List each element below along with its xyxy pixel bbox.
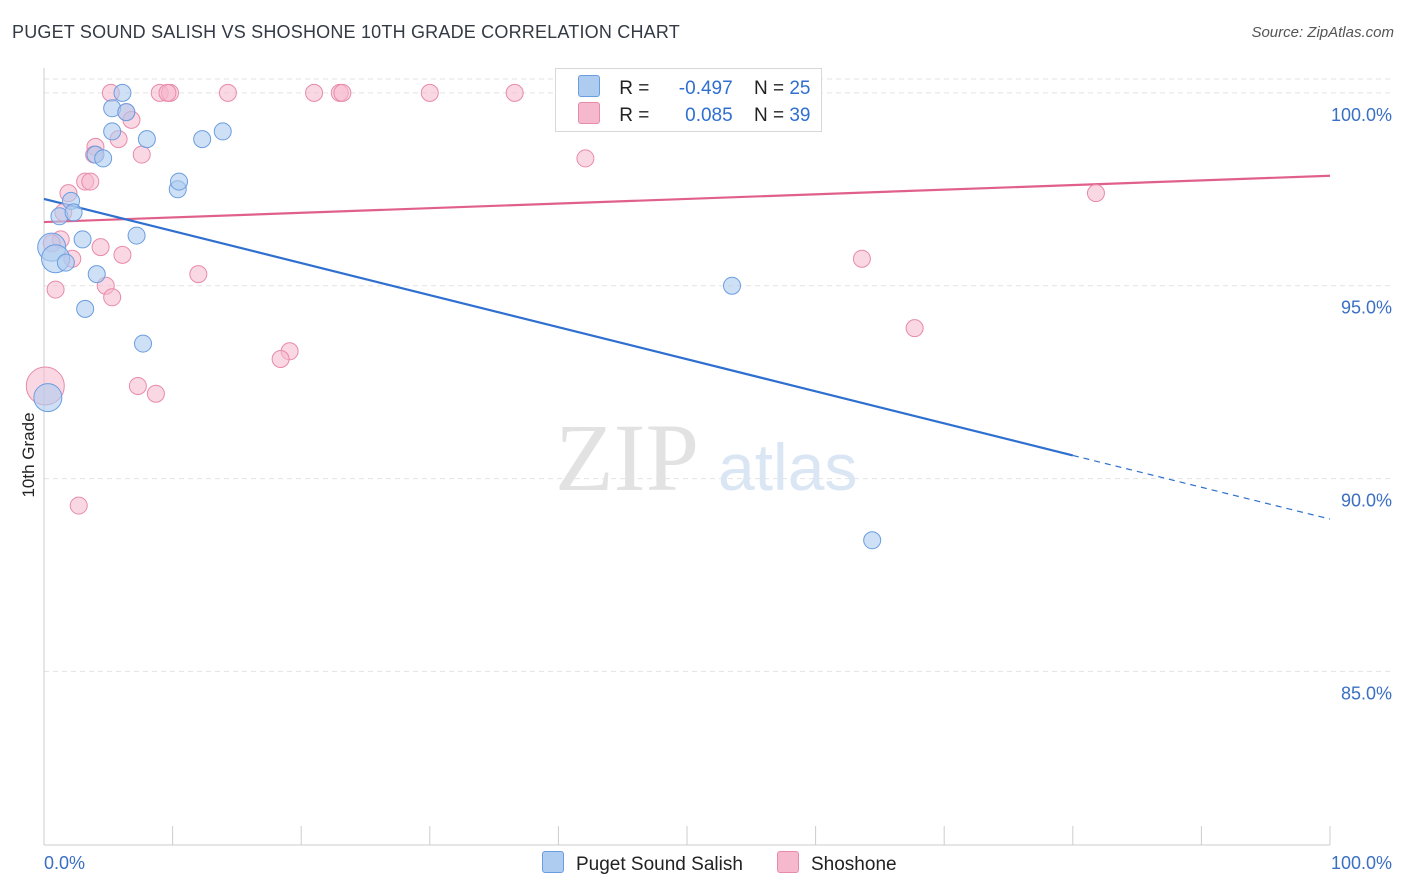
watermark: ZIP atlas bbox=[555, 404, 857, 511]
point-shoshone bbox=[158, 83, 177, 102]
trendline-puget-extension bbox=[1072, 454, 1331, 520]
point-puget bbox=[94, 149, 113, 168]
point-shoshone bbox=[132, 145, 151, 164]
point-shoshone bbox=[576, 149, 595, 168]
y-tick-label: 100.0% bbox=[1331, 105, 1392, 125]
point-shoshone bbox=[69, 496, 88, 515]
point-shoshone bbox=[189, 265, 208, 284]
y-axis-title: 10th Grade bbox=[19, 412, 38, 497]
legend-label-shoshone: Shoshone bbox=[811, 854, 897, 875]
point-puget bbox=[76, 299, 95, 318]
legend-row-puget: R = -0.497 N = 25 bbox=[578, 75, 810, 99]
point-puget bbox=[723, 276, 742, 295]
legend-swatch-blue bbox=[542, 851, 564, 873]
data-points bbox=[25, 83, 1105, 550]
legend-label-puget: Puget Sound Salish bbox=[576, 854, 743, 875]
axes bbox=[43, 68, 1331, 846]
legend-r-value: -0.497 bbox=[678, 78, 733, 99]
stats-legend: R = -0.497 N = 25 R = 0.085 N = 39 bbox=[555, 68, 822, 132]
legend-swatch-blue bbox=[578, 75, 600, 97]
point-shoshone bbox=[1086, 184, 1105, 203]
point-shoshone bbox=[113, 245, 132, 264]
gridlines bbox=[44, 78, 1392, 672]
trendlines bbox=[43, 174, 1331, 520]
axis-labels: 85.0% 90.0% 95.0% 100.0% 0.0% 100.0% 10th Grad… bbox=[19, 105, 1392, 873]
point-puget bbox=[863, 531, 882, 550]
point-puget bbox=[193, 130, 212, 149]
legend-item-shoshone: Shoshone bbox=[777, 851, 897, 876]
point-shoshone bbox=[420, 83, 439, 102]
point-puget bbox=[170, 172, 189, 191]
point-puget bbox=[64, 203, 83, 222]
point-shoshone bbox=[271, 350, 290, 368]
legend-r-label: R = bbox=[619, 78, 650, 99]
point-puget bbox=[87, 265, 106, 284]
watermark-zip: ZIP bbox=[555, 404, 699, 511]
point-shoshone bbox=[91, 238, 110, 257]
legend-n-label: N = bbox=[753, 105, 785, 126]
point-shoshone bbox=[505, 83, 524, 102]
point-shoshone bbox=[128, 377, 147, 395]
point-shoshone bbox=[852, 249, 871, 268]
point-shoshone bbox=[81, 172, 100, 191]
legend-n-value: 25 bbox=[789, 78, 811, 99]
legend-n-value: 39 bbox=[789, 105, 811, 126]
legend-swatch-pink bbox=[578, 102, 600, 124]
point-shoshone bbox=[333, 83, 352, 102]
legend-n-label: N = bbox=[753, 78, 785, 99]
point-shoshone bbox=[305, 83, 324, 102]
legend-r-label: R = bbox=[619, 105, 650, 126]
y-tick-label: 85.0% bbox=[1341, 683, 1392, 703]
x-tick-label: 0.0% bbox=[44, 853, 85, 873]
y-tick-label: 95.0% bbox=[1341, 298, 1392, 318]
point-shoshone bbox=[103, 288, 122, 307]
point-puget bbox=[73, 230, 92, 249]
point-shoshone bbox=[46, 280, 65, 299]
point-puget bbox=[127, 226, 146, 245]
point-puget bbox=[137, 130, 156, 149]
trendline-puget bbox=[43, 197, 1074, 457]
legend-item-puget: Puget Sound Salish bbox=[542, 851, 743, 876]
point-puget bbox=[213, 122, 232, 141]
chart-title: PUGET SOUND SALISH VS SHOSHONE 10TH GRAD… bbox=[12, 22, 680, 42]
point-shoshone bbox=[905, 319, 924, 338]
point-shoshone bbox=[218, 83, 237, 102]
series-legend: Puget Sound Salish Shoshone bbox=[0, 851, 1406, 877]
point-puget bbox=[113, 83, 132, 102]
point-puget bbox=[33, 383, 63, 413]
legend-row-shoshone: R = 0.085 N = 39 bbox=[578, 102, 810, 126]
point-puget bbox=[134, 334, 153, 353]
legend-r-value: 0.085 bbox=[685, 105, 733, 126]
point-shoshone bbox=[146, 384, 165, 403]
chart-source: Source: ZipAtlas.com bbox=[1251, 24, 1394, 41]
point-puget bbox=[117, 103, 136, 122]
point-puget bbox=[103, 122, 122, 141]
x-tick-label: 100.0% bbox=[1331, 853, 1392, 873]
point-puget bbox=[56, 253, 75, 272]
trendline-shoshone bbox=[43, 174, 1331, 224]
legend-swatch-pink bbox=[777, 851, 799, 873]
watermark-atlas: atlas bbox=[718, 430, 857, 504]
y-tick-label: 90.0% bbox=[1341, 491, 1392, 511]
